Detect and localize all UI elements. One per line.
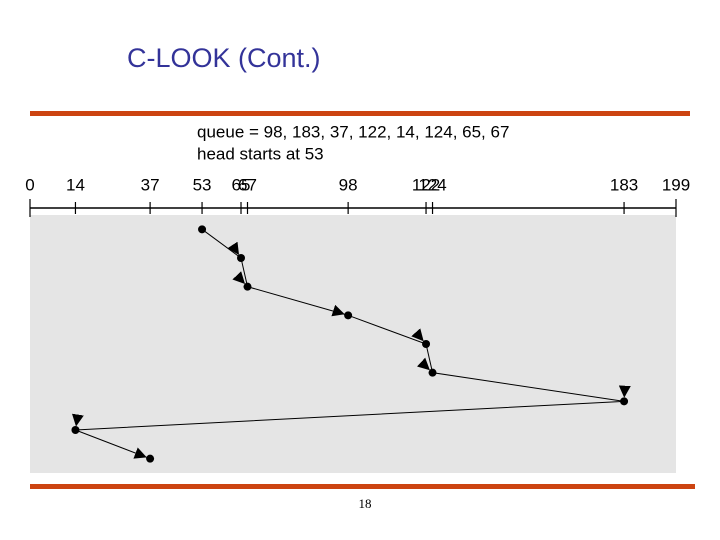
x-tick-label: 65 <box>232 175 251 194</box>
x-tick-label: 122 <box>412 175 440 194</box>
panel <box>30 215 676 473</box>
annotation: head starts at 53 <box>197 144 324 163</box>
x-tick-label: 0 <box>25 175 34 194</box>
x-tick-label: 37 <box>141 175 160 194</box>
request-point <box>71 426 80 434</box>
request-point <box>620 397 629 406</box>
top-rule <box>30 111 690 116</box>
request-point <box>422 340 431 348</box>
request-point <box>198 225 207 234</box>
x-tick-label: 124 <box>418 175 446 194</box>
bottom-rule <box>30 484 695 489</box>
x-tick-label: 53 <box>193 175 212 194</box>
request-point <box>237 254 246 262</box>
request-point <box>146 454 155 463</box>
x-tick-label: 183 <box>610 175 638 194</box>
x-tick-label: 67 <box>238 175 257 194</box>
annotation: queue = 98, 183, 37, 122, 14, 124, 65, 6… <box>197 122 509 141</box>
page-number: 18 <box>359 496 372 511</box>
request-point <box>243 282 252 291</box>
x-tick-label: 98 <box>339 175 358 194</box>
slide-title: C-LOOK (Cont.) <box>127 43 321 73</box>
request-point <box>344 311 353 320</box>
x-tick-label: 14 <box>66 175 85 194</box>
request-point <box>428 368 437 377</box>
x-tick-label: 199 <box>662 175 690 194</box>
